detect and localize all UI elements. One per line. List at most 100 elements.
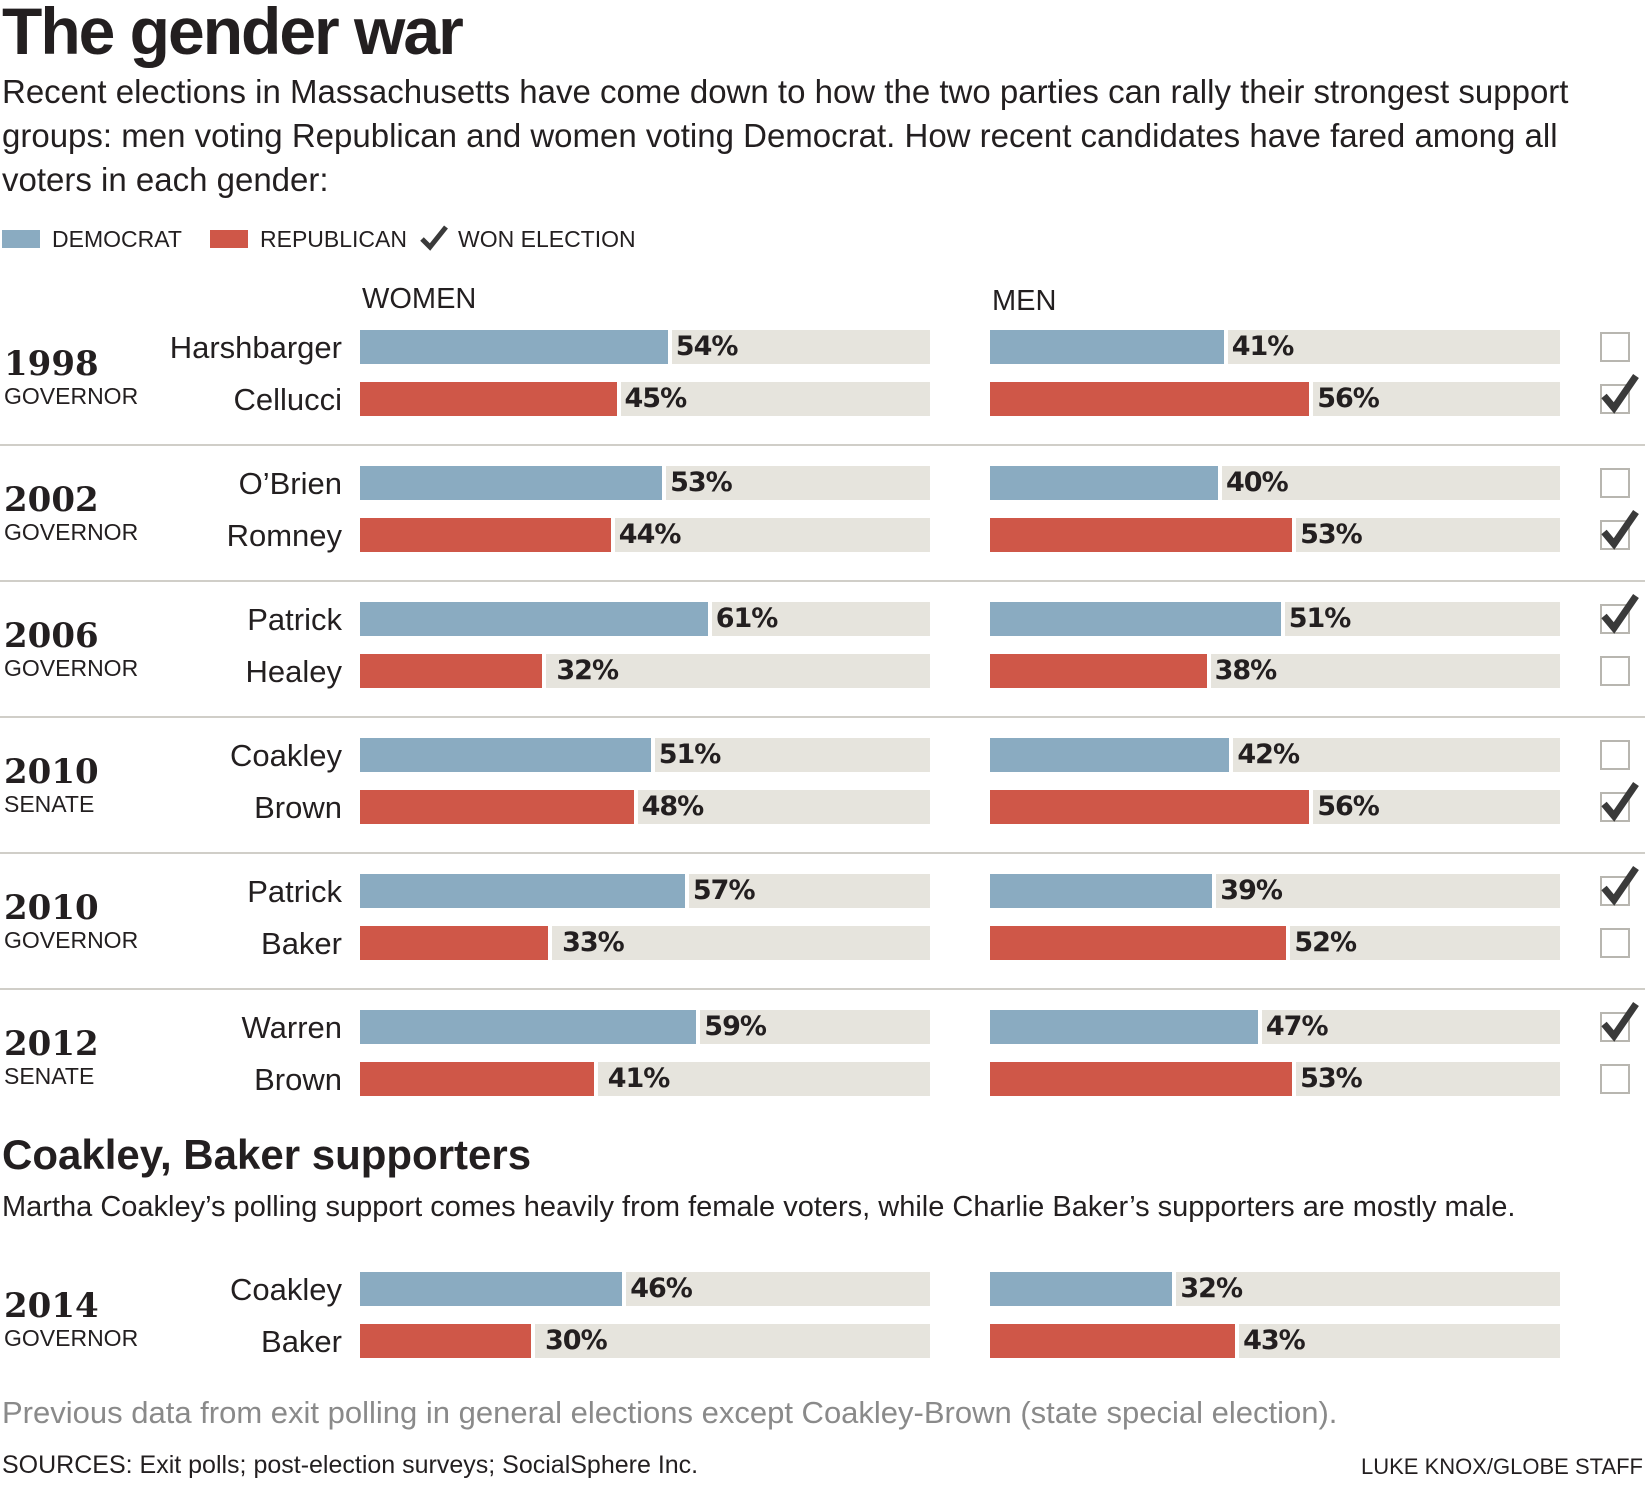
bar-gap xyxy=(667,330,672,364)
bar-democrat-men xyxy=(990,602,1281,636)
bar-republican-men xyxy=(990,790,1310,824)
bar-value-label: 33% xyxy=(562,927,625,958)
candidate-name: Romney xyxy=(226,518,342,553)
election-office: GOVERNOR xyxy=(4,1325,139,1351)
candidate-name: Patrick xyxy=(247,602,342,637)
bar-value-label: 61% xyxy=(715,603,779,634)
bar-value-label: 32% xyxy=(1180,1273,1243,1304)
bar-value-label: 47% xyxy=(1265,1011,1329,1042)
bar-gap xyxy=(633,790,638,824)
bar-gap xyxy=(662,466,667,500)
bar-track-men: 38% xyxy=(990,654,1560,688)
bar-value-label: 45% xyxy=(624,383,688,414)
check-mark xyxy=(1601,1002,1639,1042)
bar-value-label: 53% xyxy=(1300,1063,1363,1094)
check-mark xyxy=(1601,374,1639,414)
bar-republican-women xyxy=(360,382,617,416)
bar-republican-men xyxy=(990,1324,1236,1358)
bar-track-men: 56% xyxy=(990,382,1560,416)
bar-gap xyxy=(650,738,655,772)
bar-gap xyxy=(610,518,615,552)
bar-track-women: 30% xyxy=(360,1324,930,1358)
check-mark xyxy=(1601,866,1639,906)
bar-track-men: 47% xyxy=(990,1010,1560,1044)
row-divider xyxy=(0,716,1645,718)
bar-gap xyxy=(1280,602,1285,636)
check-mark xyxy=(1601,594,1639,634)
bar-democrat-women xyxy=(360,874,685,908)
bar-track-women: 54% xyxy=(360,330,930,364)
bar-track-men: 53% xyxy=(990,518,1560,552)
candidate-name: Baker xyxy=(261,926,342,961)
check-icon xyxy=(1601,1002,1639,1042)
bar-track-men: 56% xyxy=(990,790,1560,824)
check-icon xyxy=(420,225,448,253)
row-divider xyxy=(0,988,1645,990)
bar-value-label: 39% xyxy=(1220,875,1283,906)
section-text: Martha Coakley’s polling support comes h… xyxy=(2,1191,1516,1223)
bar-track-women: 44% xyxy=(360,518,930,552)
check-mark xyxy=(1601,510,1639,550)
candidate-name: Warren xyxy=(241,1010,342,1045)
won-checkbox-checked xyxy=(1600,374,1639,414)
legend-won-label: WON ELECTION xyxy=(458,225,636,252)
bar-democrat-men xyxy=(990,330,1224,364)
bar-republican-men xyxy=(990,926,1287,960)
bar-gap xyxy=(1212,874,1217,908)
bar-value-label: 54% xyxy=(675,331,739,362)
election-year: 2006 xyxy=(4,616,99,656)
bar-track-women: 41% xyxy=(360,1062,930,1096)
election-office: SENATE xyxy=(4,1063,95,1089)
won-checkbox-checked xyxy=(1600,1002,1639,1042)
bar-track-men: 51% xyxy=(990,602,1560,636)
bar-democrat-men xyxy=(990,1010,1258,1044)
bar-value-label: 32% xyxy=(556,655,619,686)
bar-value-label: 42% xyxy=(1237,739,1300,770)
check-icon xyxy=(1601,594,1639,634)
bar-value-label: 40% xyxy=(1226,467,1289,498)
won-checkbox xyxy=(1600,1064,1630,1094)
bar-track-women: 51% xyxy=(360,738,930,772)
column-header-men: MEN xyxy=(992,285,1057,317)
bar-track-women: 32% xyxy=(360,654,930,688)
bar-gap xyxy=(1309,382,1314,416)
election-year: 1998 xyxy=(4,344,99,384)
bar-democrat-women xyxy=(360,1272,623,1306)
won-checkbox-checked xyxy=(1600,594,1639,634)
legend-republican-swatch xyxy=(210,230,248,248)
bar-republican-men xyxy=(990,382,1310,416)
election-year: 2010 xyxy=(4,752,99,792)
chart-intro: Recent elections in Massachusetts have c… xyxy=(2,73,1569,198)
bar-track-women: 46% xyxy=(360,1272,930,1306)
bar-republican-men xyxy=(990,654,1207,688)
bar-gap xyxy=(616,382,621,416)
bar-democrat-women xyxy=(360,330,668,364)
election-office: GOVERNOR xyxy=(4,383,139,409)
bar-track-men: 41% xyxy=(990,330,1560,364)
bar-democrat-women xyxy=(360,738,651,772)
candidate-name: Healey xyxy=(245,654,343,689)
bar-gap xyxy=(548,926,553,960)
won-checkbox-checked xyxy=(1600,782,1639,822)
bar-track-women: 33% xyxy=(360,926,930,960)
bar-value-label: 57% xyxy=(692,875,756,906)
bar-track-women: 57% xyxy=(360,874,930,908)
bar-value-label: 56% xyxy=(1317,383,1380,414)
candidate-name: Coakley xyxy=(230,1272,342,1307)
bar-democrat-women xyxy=(360,602,708,636)
election-office: SENATE xyxy=(4,791,95,817)
bar-gap xyxy=(531,1324,535,1358)
check-icon xyxy=(1601,866,1639,906)
bar-track-women: 53% xyxy=(360,466,930,500)
bar-value-label: 52% xyxy=(1294,927,1357,958)
bar-gap xyxy=(1172,1272,1177,1306)
row-divider xyxy=(0,580,1645,582)
bar-republican-women xyxy=(360,1062,594,1096)
bar-democrat-men xyxy=(990,466,1218,500)
election-year: 2002 xyxy=(4,480,99,520)
bar-democrat-women xyxy=(360,1010,697,1044)
election-year: 2012 xyxy=(4,1024,99,1064)
candidate-name: Harshbarger xyxy=(169,330,342,365)
bar-value-label: 51% xyxy=(1288,603,1352,634)
won-checkbox-checked xyxy=(1600,866,1639,906)
